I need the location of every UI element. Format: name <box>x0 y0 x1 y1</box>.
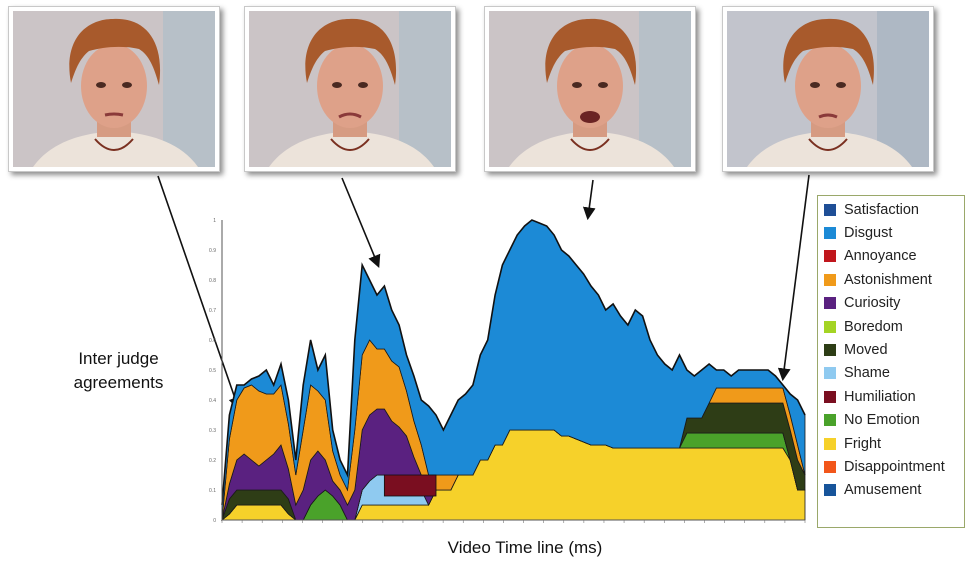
x-axis-ticks <box>221 520 806 523</box>
legend-label: Amusement <box>844 482 922 499</box>
legend-swatch <box>824 297 836 310</box>
y-tick-label: 0.3 <box>209 428 216 434</box>
legend-swatch <box>824 273 836 286</box>
area-humiliation <box>383 474 437 497</box>
y-tick-label: 0.1 <box>209 488 216 494</box>
legend-swatch <box>824 203 836 216</box>
legend-item: Curiosity <box>818 292 964 315</box>
y-tick-label: 1 <box>213 218 216 224</box>
legend-swatch <box>824 390 836 403</box>
legend-item: Humiliation <box>818 385 964 408</box>
legend-item: Boredom <box>818 315 964 338</box>
y-tick-label: 0.5 <box>209 368 216 374</box>
video-frame-4 <box>722 6 934 172</box>
legend-swatch <box>824 344 836 357</box>
total-agreement-line <box>221 219 806 506</box>
legend-label: Fright <box>844 435 882 452</box>
legend-swatch <box>824 227 836 240</box>
y-tick-label: 0.4 <box>209 398 216 404</box>
legend-item: Satisfaction <box>818 198 964 221</box>
legend-item: Moved <box>818 338 964 361</box>
face-thumbnail <box>249 11 451 167</box>
y-tick-label: 0 <box>213 518 216 524</box>
legend-item: Disappointment <box>818 455 964 478</box>
legend-label: Curiosity <box>844 295 901 312</box>
legend-item: Fright <box>818 432 964 455</box>
legend-label: Shame <box>844 365 890 382</box>
legend-label: Astonishment <box>844 271 932 288</box>
legend-item: Annoyance <box>818 245 964 268</box>
y-axis-label: Inter judge agreements <box>73 349 164 392</box>
legend-item: Disgust <box>818 221 964 244</box>
legend-label: Disgust <box>844 225 893 242</box>
y-tick-label: 0.8 <box>209 278 216 284</box>
legend-swatch <box>824 320 836 333</box>
legend-item: Shame <box>818 362 964 385</box>
video-frame-1 <box>8 6 220 172</box>
legend-item: No Emotion <box>818 409 964 432</box>
plot-area <box>220 219 806 522</box>
pointer-arrow <box>582 179 596 221</box>
y-axis-ticks: 0 0.1 0.2 0.3 0.4 0.5 0.6 0.7 0.8 0.9 1 <box>209 218 216 524</box>
pointer-arrow <box>341 177 381 268</box>
pointer-arrow <box>777 174 810 382</box>
pointer-arrow <box>157 175 241 411</box>
y-tick-label: 0.6 <box>209 338 216 344</box>
legend-label: Humiliation <box>844 388 916 405</box>
legend-swatch <box>824 250 836 263</box>
legend-swatch <box>824 437 836 450</box>
legend-label: Satisfaction <box>844 201 919 218</box>
legend-swatch <box>824 414 836 427</box>
y-tick-label: 0.9 <box>209 248 216 254</box>
legend: Satisfaction Disgust Annoyance Astonishment… <box>817 195 965 528</box>
x-axis-label: Video Time line (ms) <box>447 538 603 557</box>
legend-swatch <box>824 460 836 473</box>
video-frame-2 <box>244 6 456 172</box>
legend-item: Astonishment <box>818 268 964 291</box>
frame-pointer-arrows <box>157 174 810 411</box>
face-thumbnail <box>13 11 215 167</box>
legend-swatch <box>824 367 836 380</box>
legend-label: Annoyance <box>844 248 917 265</box>
legend-label: No Emotion <box>844 412 920 429</box>
legend-item: Amusement <box>818 479 964 502</box>
legend-label: Moved <box>844 342 888 359</box>
legend-label: Boredom <box>844 318 903 335</box>
legend-label: Disappointment <box>844 458 945 475</box>
video-frame-3 <box>484 6 696 172</box>
y-tick-label: 0.7 <box>209 308 216 314</box>
face-thumbnail <box>727 11 929 167</box>
y-tick-label: 0.2 <box>209 458 216 464</box>
legend-swatch <box>824 484 836 497</box>
face-thumbnail <box>489 11 691 167</box>
